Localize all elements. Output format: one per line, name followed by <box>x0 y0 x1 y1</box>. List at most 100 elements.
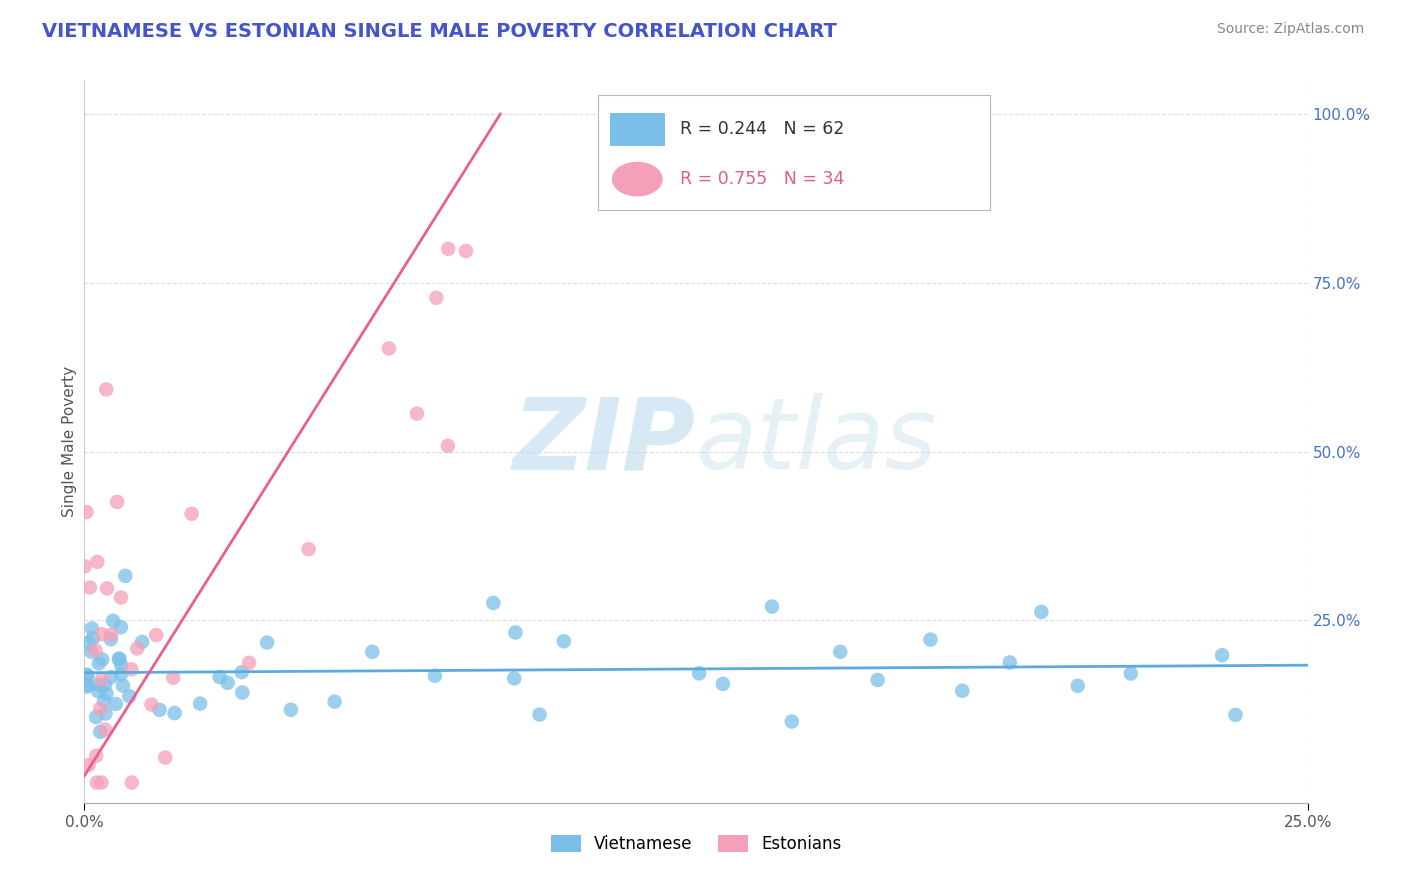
Point <box>76 667 98 681</box>
Point <box>711 677 734 691</box>
Point <box>77 758 100 772</box>
Point <box>378 342 401 356</box>
Point <box>93 694 115 708</box>
Point <box>423 669 446 683</box>
Point <box>96 383 118 397</box>
Point <box>1119 666 1142 681</box>
Point <box>437 439 460 453</box>
Point <box>80 644 103 658</box>
Point <box>89 725 111 739</box>
Point <box>108 651 131 665</box>
Point <box>100 632 122 647</box>
Point <box>100 628 122 642</box>
Point <box>86 555 108 569</box>
Point <box>180 507 202 521</box>
Point <box>76 668 98 682</box>
Point <box>323 695 346 709</box>
Point <box>256 635 278 649</box>
Point <box>108 652 131 666</box>
Point <box>87 657 110 671</box>
Point <box>82 632 104 646</box>
Legend: Vietnamese, Estonians: Vietnamese, Estonians <box>544 828 848 860</box>
Point <box>86 775 108 789</box>
Point <box>76 680 98 694</box>
Point <box>84 643 107 657</box>
Text: VIETNAMESE VS ESTONIAN SINGLE MALE POVERTY CORRELATION CHART: VIETNAMESE VS ESTONIAN SINGLE MALE POVER… <box>42 22 837 41</box>
Point <box>79 581 101 595</box>
Point <box>153 750 176 764</box>
Point <box>76 678 98 692</box>
Point <box>145 628 167 642</box>
Point <box>77 635 100 649</box>
Point <box>950 683 973 698</box>
Point <box>998 656 1021 670</box>
Y-axis label: Single Male Poverty: Single Male Poverty <box>62 366 77 517</box>
Text: atlas: atlas <box>696 393 938 490</box>
Point <box>110 620 132 634</box>
Point <box>297 542 319 557</box>
Point <box>761 599 783 614</box>
Point <box>149 703 172 717</box>
Point <box>188 697 211 711</box>
Point <box>1066 679 1088 693</box>
Point <box>454 244 477 258</box>
Point <box>118 690 141 704</box>
Point <box>90 775 112 789</box>
Point <box>84 710 107 724</box>
Point <box>361 645 384 659</box>
Point <box>91 652 114 666</box>
Point <box>87 678 110 692</box>
Point <box>80 622 103 636</box>
Point <box>100 670 122 684</box>
Point <box>73 559 96 574</box>
Point <box>437 242 460 256</box>
Point <box>231 685 253 699</box>
Point <box>76 505 98 519</box>
Point <box>503 672 526 686</box>
Point <box>163 706 186 720</box>
Point <box>94 706 117 721</box>
Point <box>96 582 118 596</box>
Point <box>120 662 142 676</box>
Point <box>780 714 803 729</box>
Point <box>111 679 134 693</box>
Point <box>830 645 852 659</box>
Point <box>1211 648 1233 663</box>
Point <box>162 671 184 685</box>
Point <box>84 748 107 763</box>
Point <box>94 723 117 737</box>
Point <box>89 701 111 715</box>
Point <box>101 614 124 628</box>
Point <box>110 591 132 605</box>
Point <box>110 658 132 673</box>
Point <box>127 641 149 656</box>
Point <box>121 775 143 789</box>
Point <box>505 625 527 640</box>
Point <box>425 291 447 305</box>
Point <box>105 495 128 509</box>
Point <box>217 675 239 690</box>
Point <box>553 634 575 648</box>
Point <box>96 687 118 701</box>
Point <box>1225 707 1247 722</box>
Point <box>90 672 112 686</box>
Point <box>920 632 942 647</box>
Point <box>104 697 127 711</box>
Point <box>866 673 889 687</box>
Point <box>208 670 231 684</box>
Point <box>87 684 110 698</box>
Point <box>688 666 710 681</box>
Point <box>94 678 117 692</box>
Point <box>1031 605 1053 619</box>
Point <box>482 596 505 610</box>
Text: ZIP: ZIP <box>513 393 696 490</box>
Point <box>131 635 153 649</box>
Text: Source: ZipAtlas.com: Source: ZipAtlas.com <box>1216 22 1364 37</box>
Point <box>114 569 136 583</box>
Point <box>529 707 551 722</box>
Point <box>406 407 429 421</box>
Point <box>110 667 132 681</box>
Point <box>231 665 253 680</box>
Point <box>90 627 112 641</box>
Point <box>238 656 260 670</box>
